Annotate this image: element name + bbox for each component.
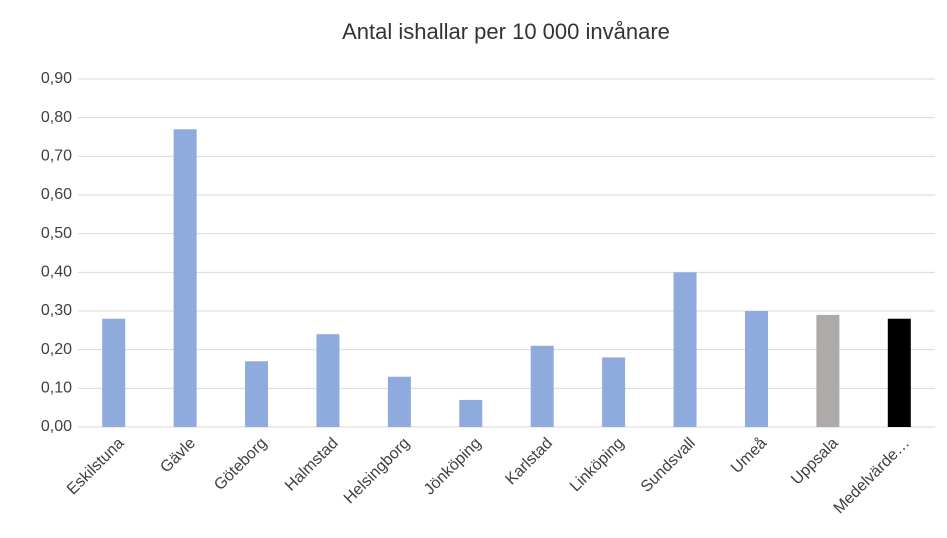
x-tick-label: Jönköping bbox=[421, 435, 485, 499]
y-tick-label: 0,60 bbox=[41, 186, 72, 203]
bar bbox=[102, 318, 126, 427]
y-tick-label: 0,00 bbox=[41, 418, 72, 435]
x-tick-label: Sundsvall bbox=[638, 435, 699, 496]
bar bbox=[744, 311, 768, 427]
bar bbox=[316, 334, 340, 427]
y-tick-label: 0,90 bbox=[41, 70, 72, 87]
x-tick-label: Halmstad bbox=[282, 435, 342, 495]
y-tick-label: 0,20 bbox=[41, 341, 72, 358]
y-tick-label: 0,70 bbox=[41, 148, 72, 165]
bar bbox=[245, 361, 269, 427]
x-tick-label: Linköping bbox=[567, 435, 627, 495]
x-tick-label: Medelvärde… bbox=[831, 435, 913, 517]
bar bbox=[816, 314, 840, 427]
x-tick-label: Gävle bbox=[157, 435, 199, 477]
x-tick-label: Karlstad bbox=[502, 435, 556, 489]
chart-title: Antal ishallar per 10 000 invånare bbox=[342, 19, 670, 44]
bar bbox=[530, 345, 554, 427]
y-tick-label: 0,10 bbox=[41, 380, 72, 397]
x-tick-label: Göteborg bbox=[211, 435, 270, 494]
x-tick-label: Helsingborg bbox=[341, 435, 413, 507]
bar bbox=[459, 399, 483, 427]
y-tick-label: 0,50 bbox=[41, 225, 72, 242]
y-tick-label: 0,40 bbox=[41, 264, 72, 281]
x-tick-label: Umeå bbox=[727, 434, 770, 477]
bar bbox=[602, 357, 626, 427]
x-tick-label: Uppsala bbox=[788, 435, 842, 489]
bar bbox=[887, 318, 911, 427]
y-tick-label: 0,80 bbox=[41, 109, 72, 126]
bar bbox=[387, 376, 411, 427]
bar bbox=[673, 272, 697, 427]
x-tick-label: Eskilstuna bbox=[64, 435, 128, 499]
y-tick-label: 0,30 bbox=[41, 302, 72, 319]
bar bbox=[173, 129, 197, 427]
